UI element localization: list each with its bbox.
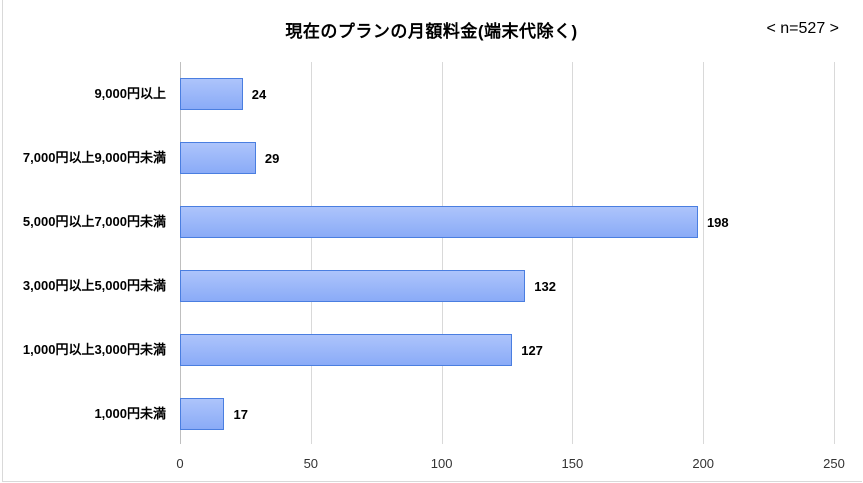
bar: [180, 206, 698, 238]
gridline: [441, 62, 443, 444]
sample-size-label: < n=527 >: [766, 20, 839, 37]
x-tick-label: 250: [823, 456, 845, 471]
bar: [180, 270, 526, 302]
gridline: [572, 62, 574, 444]
gridline: [834, 62, 835, 444]
bar: [180, 78, 243, 110]
gridline: [180, 62, 181, 444]
x-tick-label: 0: [176, 456, 184, 471]
gridline: [310, 62, 312, 444]
category-label: 9,000円以上: [94, 86, 166, 101]
value-label: 127: [521, 343, 543, 358]
x-tick-label: 200: [692, 456, 715, 471]
gridline: [703, 62, 705, 444]
value-label: 198: [706, 215, 729, 230]
value-label: 24: [251, 87, 267, 102]
value-label: 132: [534, 279, 556, 294]
category-label: 1,000円以上3,000円未満: [22, 342, 166, 357]
x-tick-label: 150: [561, 456, 584, 471]
value-label: 17: [233, 407, 248, 422]
bar: [180, 142, 256, 174]
category-label: 5,000円以上7,000円未満: [22, 214, 166, 229]
category-label: 7,000円以上9,000円未満: [22, 150, 166, 165]
bar: [180, 398, 225, 430]
chart-title: 現在のプランの月額料金(端末代除く): [285, 22, 578, 41]
category-label: 1,000円未満: [94, 406, 166, 421]
value-label: 29: [264, 151, 280, 166]
x-tick-label: 50: [303, 456, 319, 471]
bar: [180, 334, 513, 366]
category-label: 3,000円以上5,000円未満: [22, 278, 166, 293]
x-tick-label: 100: [430, 456, 453, 471]
